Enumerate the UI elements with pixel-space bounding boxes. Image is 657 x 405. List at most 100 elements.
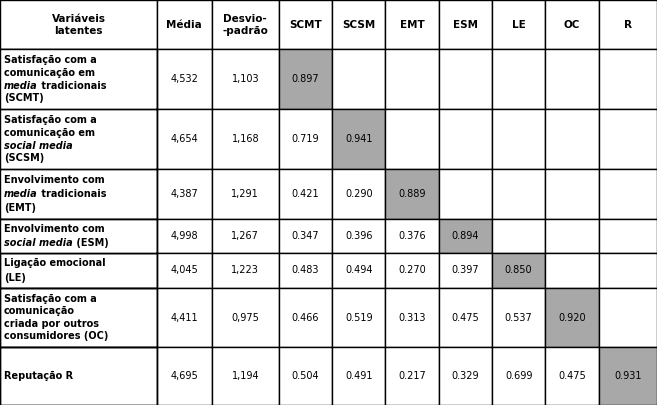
Bar — [545, 0, 599, 49]
Text: (SCMT): (SCMT) — [4, 94, 44, 104]
Text: (SCSM): (SCSM) — [4, 153, 44, 163]
Bar — [279, 0, 332, 49]
Bar — [332, 0, 386, 49]
Text: 0.491: 0.491 — [345, 371, 373, 381]
Text: Variáveis
latentes: Variáveis latentes — [51, 14, 106, 36]
Text: 4,045: 4,045 — [170, 265, 198, 275]
Text: social media: social media — [4, 231, 73, 241]
Bar — [439, 253, 492, 288]
Text: 0.494: 0.494 — [345, 265, 373, 275]
Text: 0.313: 0.313 — [398, 313, 426, 322]
Bar — [1, 170, 156, 218]
Text: R: R — [623, 20, 632, 30]
Bar — [386, 347, 439, 405]
Bar — [0, 253, 157, 288]
Text: 1,267: 1,267 — [231, 231, 260, 241]
Text: 0,975: 0,975 — [231, 313, 260, 322]
Bar — [492, 347, 545, 405]
Text: SCMT: SCMT — [289, 20, 322, 30]
Text: 0.290: 0.290 — [345, 189, 373, 199]
Text: comunicação em: comunicação em — [4, 128, 95, 138]
Bar — [0, 347, 157, 405]
Text: consumidores (OC): consumidores (OC) — [4, 331, 108, 341]
Bar — [157, 347, 212, 405]
Bar — [212, 347, 279, 405]
Bar — [0, 288, 157, 347]
Text: comunicação em: comunicação em — [4, 68, 95, 78]
Bar — [545, 253, 599, 288]
Text: (SCMT): (SCMT) — [4, 93, 44, 103]
Text: media: media — [4, 81, 37, 91]
Text: 0.483: 0.483 — [292, 265, 319, 275]
Bar — [545, 109, 599, 169]
Bar — [0, 0, 157, 49]
Bar — [157, 109, 212, 169]
Text: 0.941: 0.941 — [345, 134, 373, 144]
Text: 4,411: 4,411 — [171, 313, 198, 322]
Text: 4,532: 4,532 — [170, 75, 198, 84]
Bar — [439, 109, 492, 169]
Bar — [0, 288, 157, 347]
Bar — [545, 49, 599, 109]
Bar — [492, 169, 545, 219]
Text: 0.397: 0.397 — [451, 265, 479, 275]
Bar — [386, 109, 439, 169]
Bar — [492, 219, 545, 253]
Bar — [599, 219, 657, 253]
Bar — [0, 219, 157, 253]
Text: Satisfação com a: Satisfação com a — [4, 294, 97, 304]
Text: OC: OC — [564, 20, 580, 30]
Text: 1,194: 1,194 — [231, 371, 259, 381]
Text: Envolvimento com: Envolvimento com — [4, 221, 104, 231]
Bar — [1, 219, 156, 253]
Text: 0.347: 0.347 — [292, 231, 319, 241]
Text: 0.504: 0.504 — [292, 371, 319, 381]
Bar — [332, 347, 386, 405]
Text: Envolvimento com: Envolvimento com — [4, 175, 104, 185]
Text: 0.889: 0.889 — [398, 189, 426, 199]
Bar — [439, 219, 492, 253]
Bar — [279, 169, 332, 219]
Bar — [212, 219, 279, 253]
Text: 4,998: 4,998 — [171, 231, 198, 241]
Text: Envolvimento com: Envolvimento com — [4, 224, 104, 234]
Text: social media: social media — [4, 238, 73, 248]
Bar — [492, 109, 545, 169]
Bar — [545, 347, 599, 405]
Text: 0.376: 0.376 — [398, 231, 426, 241]
Text: 1,103: 1,103 — [231, 75, 259, 84]
Bar — [279, 219, 332, 253]
Text: 4,695: 4,695 — [170, 371, 198, 381]
Bar — [599, 169, 657, 219]
Bar — [386, 169, 439, 219]
Text: media: media — [4, 189, 37, 199]
Text: Desvio-
-padrão: Desvio- -padrão — [222, 14, 268, 36]
Bar — [386, 49, 439, 109]
Text: 0.475: 0.475 — [451, 313, 479, 322]
Text: social media: social media — [4, 141, 73, 151]
Bar — [157, 219, 212, 253]
Bar — [386, 253, 439, 288]
Bar — [212, 288, 279, 347]
Text: media: media — [4, 75, 37, 84]
Bar — [212, 169, 279, 219]
Text: (ESM): (ESM) — [4, 241, 40, 251]
Bar — [439, 347, 492, 405]
Text: Ligação emocional: Ligação emocional — [4, 258, 106, 268]
Bar — [279, 109, 332, 169]
Text: tradicionais: tradicionais — [4, 194, 72, 204]
Text: 4,654: 4,654 — [170, 134, 198, 144]
Bar — [0, 49, 157, 109]
Text: 0.396: 0.396 — [345, 231, 373, 241]
Text: 0.699: 0.699 — [505, 371, 532, 381]
Bar — [157, 288, 212, 347]
Bar — [439, 169, 492, 219]
Bar — [279, 347, 332, 405]
Bar — [0, 169, 157, 219]
Text: tradicionais: tradicionais — [37, 189, 106, 199]
Text: social media: social media — [4, 141, 73, 151]
Bar — [157, 169, 212, 219]
Text: 0.537: 0.537 — [505, 313, 533, 322]
Bar — [279, 253, 332, 288]
Bar — [0, 219, 157, 253]
